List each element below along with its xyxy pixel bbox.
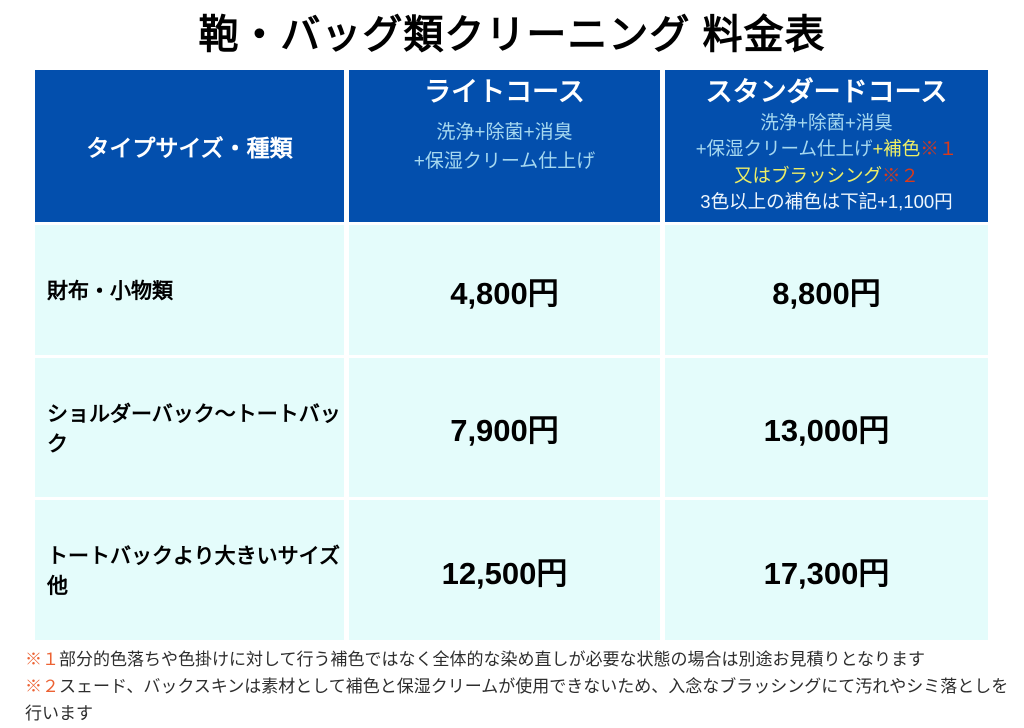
footnote-2: ※２スェード、バックスキンは素材として補色と保湿クリームが使用できないため、入念… [25, 673, 1024, 727]
row-larger-light-price: 12,500円 [349, 500, 660, 640]
footnote-1-marker: ※１ [25, 650, 59, 669]
header-light-course-cell: ライトコース 洗浄+除菌+消臭 +保湿クリーム仕上げ [349, 70, 660, 222]
light-course-desc-line1: 洗浄+除菌+消臭 [436, 122, 573, 144]
standard-course-description: 洗浄+除菌+消臭 +保湿クリーム仕上げ+補色※１ 又はブラッシング※２ 3色以上… [665, 110, 988, 215]
row-shoulder-light-price: 7,900円 [349, 358, 660, 497]
page-title: 鞄・バッグ類クリーニング 料金表 [198, 13, 826, 57]
row-label-wallet-small-items: 財布・小物類 [35, 225, 344, 355]
standard-course-desc-line2-ref1: ※１ [920, 138, 958, 160]
standard-course-desc-line3-ref2: ※２ [882, 164, 920, 186]
header-type-size-label: タイプサイズ・種類 [86, 135, 293, 161]
row-label-shoulder-tote-bag: ショルダーバック〜トートバック [35, 358, 344, 497]
row-wallet-light-price: 4,800円 [349, 225, 660, 355]
row-wallet-standard-price: 8,800円 [665, 225, 988, 355]
header-standard-course-cell: スタンダードコース 洗浄+除菌+消臭 +保湿クリーム仕上げ+補色※１ 又はブラッ… [665, 70, 988, 222]
light-course-desc-line2: +保湿クリーム仕上げ [413, 151, 596, 173]
footnote-2-text: スェード、バックスキンは素材として補色と保湿クリームが使用できないため、入念なブ… [25, 677, 1009, 724]
price-table: タイプサイズ・種類 ライトコース 洗浄+除菌+消臭 +保湿クリーム仕上げ スタン… [35, 70, 988, 640]
footnote-1-text: 部分的色落ちや色掛けに対して行う補色ではなく全体的な染め直しが必要な状態の場合は… [59, 650, 925, 669]
standard-course-desc-line3-yellow: 又はブラッシング [733, 164, 882, 186]
footnotes: ※１部分的色落ちや色掛けに対して行う補色ではなく全体的な染め直しが必要な状態の場… [25, 646, 1024, 728]
header-type-size-cell: タイプサイズ・種類 [35, 70, 344, 222]
light-course-description: 洗浄+除菌+消臭 +保湿クリーム仕上げ [349, 118, 660, 177]
row-larger-standard-price: 17,300円 [665, 500, 988, 640]
standard-course-desc-line1: 洗浄+除菌+消臭 [760, 112, 893, 134]
footnote-1: ※１部分的色落ちや色掛けに対して行う補色ではなく全体的な染め直しが必要な状態の場… [25, 646, 1024, 673]
row-shoulder-standard-price: 13,000円 [665, 358, 988, 497]
footnote-2-marker: ※２ [25, 677, 59, 697]
light-course-title: ライトコース [424, 77, 585, 107]
row-label-larger-than-tote: トートバックより大きいサイズ他 [35, 500, 344, 640]
standard-course-desc-line2-yellow: +補色 [872, 138, 921, 160]
standard-course-desc-line4: 3色以上の補色は下記+1,100円 [700, 190, 953, 212]
standard-course-desc-line2-blue: +保湿クリーム仕上げ [695, 138, 873, 160]
standard-course-title: スタンダードコース [705, 77, 948, 107]
